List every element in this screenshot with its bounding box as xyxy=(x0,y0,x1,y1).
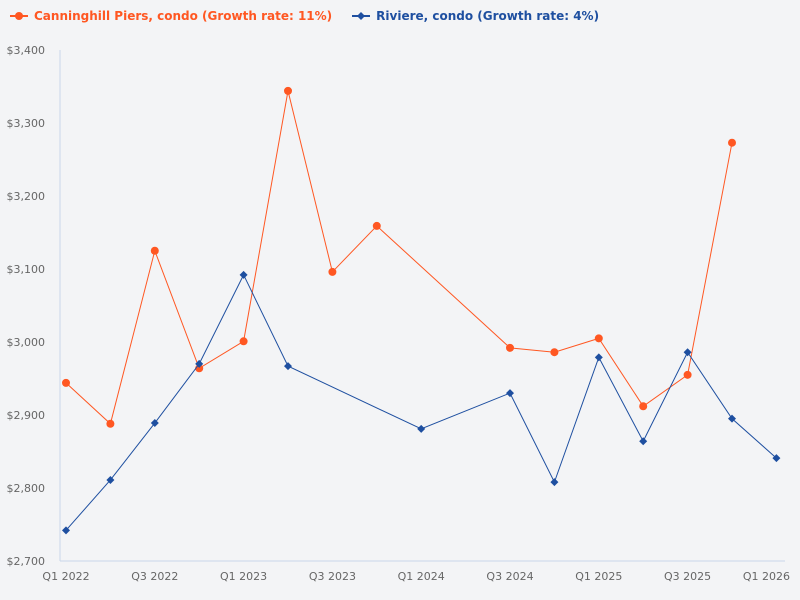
y-tick-label: $3,100 xyxy=(7,263,46,276)
data-point xyxy=(62,526,70,535)
x-tick-label: Q3 2025 xyxy=(664,570,711,583)
x-tick-label: Q1 2026 xyxy=(743,570,790,583)
data-point xyxy=(594,334,603,343)
legend-label: Canninghill Piers, condo (Growth rate: 1… xyxy=(34,9,333,23)
data-point xyxy=(683,348,692,357)
data-point xyxy=(150,419,159,428)
series-line-0 xyxy=(65,90,733,425)
y-tick-label: $2,900 xyxy=(7,409,46,422)
data-point xyxy=(239,337,248,346)
data-point xyxy=(150,246,159,255)
data-point xyxy=(639,402,648,411)
data-point xyxy=(728,138,736,147)
legend-item-riviere[interactable]: Riviere, condo (Growth rate: 4%) xyxy=(352,9,599,23)
data-point xyxy=(639,437,648,446)
x-tick-label: Q1 2022 xyxy=(42,570,89,583)
data-point xyxy=(195,364,204,373)
data-point xyxy=(506,389,514,398)
x-tick-label: Q1 2024 xyxy=(398,570,445,583)
y-tick-label: $3,000 xyxy=(7,336,46,349)
x-tick-label: Q1 2023 xyxy=(220,570,267,583)
legend-item-canninghill[interactable]: Canninghill Piers, condo (Growth rate: 1… xyxy=(10,9,332,23)
data-point xyxy=(106,419,115,428)
data-point xyxy=(594,353,603,362)
data-point xyxy=(683,370,692,379)
x-tick-label: Q3 2022 xyxy=(131,570,178,583)
data-point xyxy=(372,221,381,230)
data-point xyxy=(506,343,514,352)
data-point xyxy=(772,454,781,463)
data-point xyxy=(195,359,204,368)
data-point xyxy=(106,475,115,484)
data-point xyxy=(62,378,70,387)
series-line-1 xyxy=(65,273,777,531)
data-point xyxy=(239,270,248,279)
diamond-marker-icon xyxy=(352,12,371,20)
data-point xyxy=(728,414,736,423)
data-point xyxy=(284,362,292,371)
y-tick-label: $2,800 xyxy=(7,482,46,495)
x-tick-label: Q3 2023 xyxy=(309,570,356,583)
legend-label: Riviere, condo (Growth rate: 4%) xyxy=(376,9,600,23)
y-tick-label: $3,200 xyxy=(7,190,46,203)
data-point xyxy=(284,86,292,95)
circle-marker-icon xyxy=(10,12,28,20)
legend: Canninghill Piers, condo (Growth rate: 1… xyxy=(10,9,599,23)
data-point xyxy=(550,348,559,357)
data-point xyxy=(550,478,559,487)
x-tick-label: Q1 2025 xyxy=(575,570,622,583)
y-tick-label: $3,300 xyxy=(7,117,46,130)
data-point xyxy=(417,424,426,433)
y-tick-label: $2,700 xyxy=(7,555,46,568)
y-tick-label: $3,400 xyxy=(7,44,46,57)
data-point xyxy=(328,267,337,276)
x-tick-label: Q3 2024 xyxy=(486,570,533,583)
